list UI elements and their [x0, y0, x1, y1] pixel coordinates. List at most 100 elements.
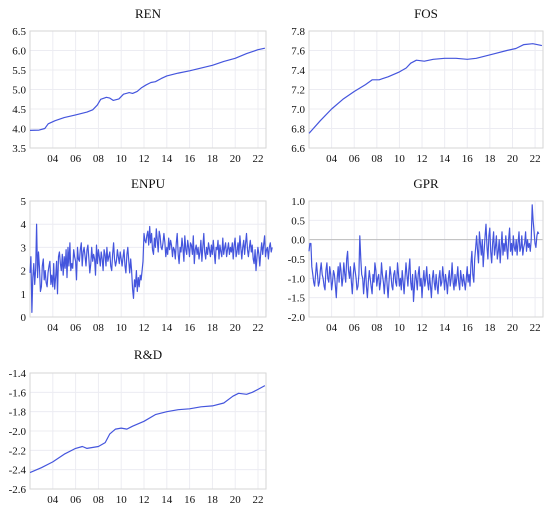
x-tick-label: 16	[462, 153, 474, 165]
x-tick-label: 16	[184, 494, 196, 506]
chart-gpr: GPR -2.0 -1.5 -1.0 -0.5 0.0 0.5 1.0 04 06 08 10 12 14…	[288, 176, 544, 334]
series-line-enpu	[29, 223, 273, 313]
chart-title: REN	[135, 6, 162, 21]
y-tick-label: 7.6	[291, 46, 305, 58]
series-line-ren	[29, 47, 266, 131]
x-tick-label: 22	[530, 322, 541, 334]
x-tick-label: 14	[439, 322, 451, 334]
y-tick-label: -2.0	[9, 426, 27, 438]
x-tick-label: 10	[116, 494, 128, 506]
x-tick-label: 10	[116, 322, 128, 334]
x-tick-label: 20	[230, 322, 242, 334]
y-tick-label: 0.5	[291, 215, 305, 227]
y-tick-label: 5	[21, 196, 27, 208]
x-tick-label: 22	[253, 153, 264, 165]
plot-frame	[29, 200, 267, 318]
x-tick-label: 20	[507, 153, 519, 165]
x-tick-label: 08	[93, 153, 105, 165]
y-tick-label: -2.2	[9, 445, 26, 457]
y-tick-label: 6.0	[12, 46, 26, 58]
x-tick-label: 06	[70, 153, 82, 165]
x-tick-label: 12	[139, 322, 150, 334]
x-tick-label: 06	[349, 153, 361, 165]
x-tick-label: 18	[207, 494, 219, 506]
y-tick-label: 4.0	[12, 124, 26, 136]
x-tick-label: 06	[349, 322, 361, 334]
x-tick-label: 10	[116, 153, 128, 165]
x-tick-label: 16	[184, 322, 196, 334]
y-tick-label: -2.6	[9, 484, 27, 496]
series-line-rd	[29, 385, 266, 474]
x-tick-label: 18	[484, 322, 496, 334]
y-tick-label: 6.6	[291, 143, 305, 155]
x-tick-label: 22	[253, 494, 264, 506]
x-tick-label: 16	[184, 153, 196, 165]
x-tick-label: 22	[253, 322, 264, 334]
x-tick-label: 18	[484, 153, 496, 165]
chart-title: GPR	[413, 176, 439, 191]
y-tick-label: -2.0	[288, 312, 306, 324]
x-tick-label: 08	[371, 153, 383, 165]
x-tick-label: 10	[394, 153, 406, 165]
chart-fos: FOS 6.6 6.8 7.0 7.2 7.4 7.6 7.8 04 06 08 10 12 14 16 18…	[291, 6, 544, 165]
x-tick-label: 06	[70, 322, 82, 334]
x-tick-label: 06	[70, 494, 82, 506]
x-tick-label: 16	[462, 322, 474, 334]
y-tick-label: 7.0	[291, 104, 305, 116]
plot-frame	[308, 200, 544, 318]
y-tick-label: 1	[21, 289, 27, 301]
y-tick-label: 7.2	[291, 85, 305, 97]
y-tick-label: 0.0	[291, 235, 305, 247]
y-tick-label: -1.6	[9, 387, 27, 399]
x-tick-label: 12	[139, 494, 150, 506]
plot-frame	[29, 30, 267, 149]
y-tick-label: -1.0	[288, 273, 306, 285]
y-tick-label: 2	[21, 266, 27, 278]
y-tick-label: 6.8	[291, 124, 305, 136]
x-tick-label: 12	[139, 153, 150, 165]
y-tick-label: -1.5	[288, 293, 306, 305]
x-tick-label: 10	[394, 322, 406, 334]
x-tick-label: 14	[161, 153, 173, 165]
x-tick-label: 04	[47, 494, 59, 506]
y-tick-label: 3.5	[12, 143, 26, 155]
x-tick-label: 08	[93, 494, 105, 506]
chart-title: FOS	[414, 6, 438, 21]
x-tick-label: 04	[326, 322, 338, 334]
y-tick-label: 0	[21, 312, 27, 324]
y-tick-label: 3	[21, 242, 27, 254]
x-tick-label: 22	[530, 153, 541, 165]
series-line-gpr	[308, 204, 540, 303]
x-tick-label: 20	[507, 322, 519, 334]
x-tick-label: 18	[207, 322, 219, 334]
x-tick-label: 14	[439, 153, 451, 165]
y-tick-label: -2.4	[9, 465, 27, 477]
x-tick-label: 12	[417, 153, 428, 165]
x-tick-label: 08	[93, 322, 105, 334]
chart-title: R&D	[134, 347, 162, 362]
y-tick-label: -0.5	[288, 254, 306, 266]
y-tick-label: 4	[21, 219, 27, 231]
x-tick-label: 12	[417, 322, 428, 334]
x-tick-label: 14	[161, 322, 173, 334]
y-tick-label: 5.0	[12, 85, 26, 97]
y-tick-label: 7.4	[291, 65, 305, 77]
y-tick-label: 4.5	[12, 104, 26, 116]
x-tick-label: 18	[207, 153, 219, 165]
y-tick-label: -1.4	[9, 368, 27, 380]
y-tick-label: -1.8	[9, 407, 27, 419]
plot-frame	[29, 372, 267, 490]
y-tick-label: 7.8	[291, 26, 305, 38]
x-tick-label: 04	[326, 153, 338, 165]
chart-ren: REN 3.5 4.0 4.5 5.0 5.5 6.0 6.5 04 06 08 10 12 14 16 18…	[12, 6, 267, 165]
x-tick-label: 20	[230, 153, 242, 165]
y-tick-label: 5.5	[12, 65, 26, 77]
series-line-fos	[308, 43, 543, 134]
x-tick-label: 20	[230, 494, 242, 506]
x-tick-label: 04	[47, 153, 59, 165]
plot-frame	[308, 30, 544, 149]
y-tick-label: 1.0	[291, 196, 305, 208]
y-tick-label: 6.5	[12, 26, 26, 38]
